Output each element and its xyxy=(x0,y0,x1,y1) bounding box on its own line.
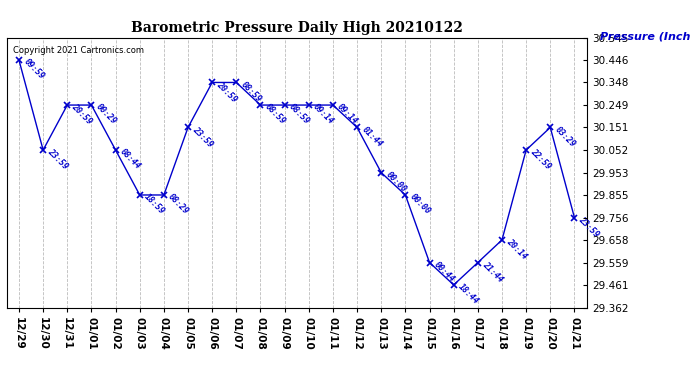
Text: 20:59: 20:59 xyxy=(215,80,239,104)
Text: Copyright 2021 Cartronics.com: Copyright 2021 Cartronics.com xyxy=(12,46,144,55)
Text: 18:59: 18:59 xyxy=(143,192,166,216)
Text: 00:29: 00:29 xyxy=(95,102,118,126)
Text: 08:59: 08:59 xyxy=(264,102,287,126)
Text: 22:59: 22:59 xyxy=(529,147,553,171)
Text: 00:00: 00:00 xyxy=(408,192,432,216)
Title: Barometric Pressure Daily High 20210122: Barometric Pressure Daily High 20210122 xyxy=(131,21,462,35)
Text: 08:59: 08:59 xyxy=(239,80,263,104)
Text: 18:44: 18:44 xyxy=(457,282,480,306)
Text: 23:59: 23:59 xyxy=(46,147,70,171)
Text: 00:44: 00:44 xyxy=(433,260,456,284)
Text: 03:29: 03:29 xyxy=(553,124,577,149)
Text: 09:14: 09:14 xyxy=(312,102,335,126)
Text: Pressure (Inches/Hg): Pressure (Inches/Hg) xyxy=(600,32,690,42)
Text: 20:59: 20:59 xyxy=(70,102,94,126)
Text: 21:44: 21:44 xyxy=(481,260,504,284)
Text: 23:59: 23:59 xyxy=(191,124,215,149)
Text: 08:59: 08:59 xyxy=(288,102,311,126)
Text: 08:29: 08:29 xyxy=(167,192,190,216)
Text: 08:44: 08:44 xyxy=(119,147,142,171)
Text: 01:44: 01:44 xyxy=(360,124,384,149)
Text: 09:59: 09:59 xyxy=(22,57,46,81)
Text: 09:14: 09:14 xyxy=(336,102,359,126)
Text: 20:14: 20:14 xyxy=(505,237,529,261)
Text: 23:59: 23:59 xyxy=(578,215,601,239)
Text: 00:00: 00:00 xyxy=(384,170,408,194)
